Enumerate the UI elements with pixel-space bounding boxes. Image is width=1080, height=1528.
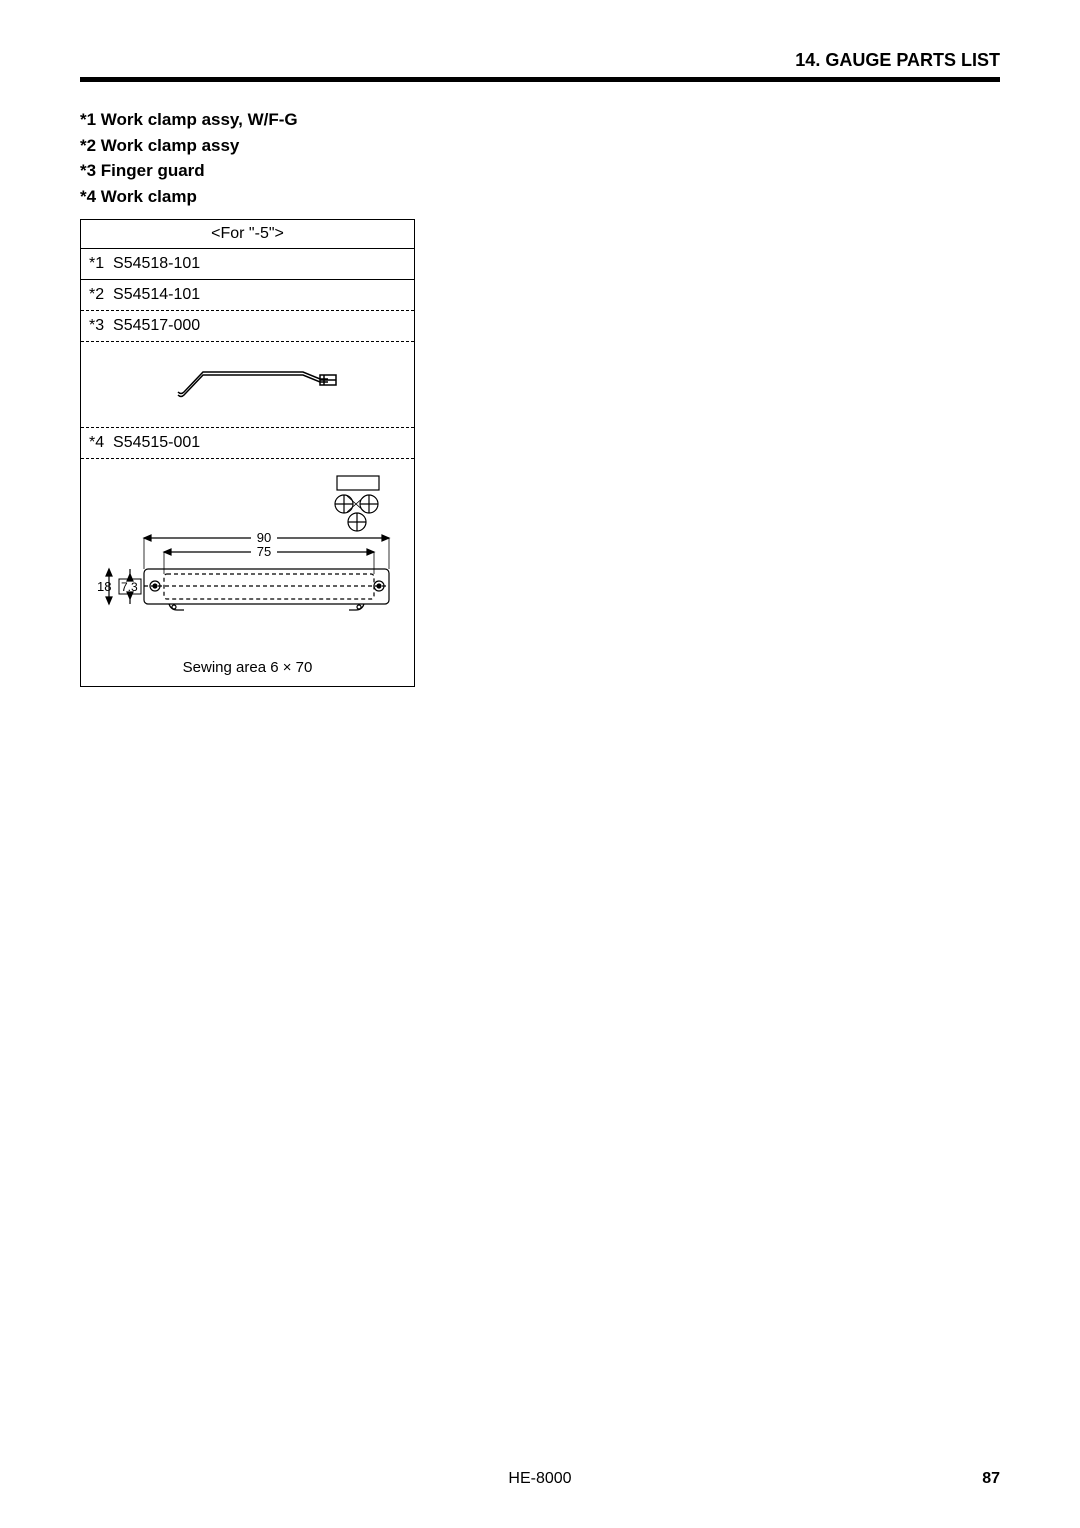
work-clamp-diagram: 90 75 — [81, 459, 414, 686]
dim-90: 90 — [257, 530, 271, 545]
table-header: <For "-5"> — [81, 220, 414, 249]
row-part: S54517-000 — [113, 317, 200, 334]
page-footer: HE-8000 87 — [0, 1470, 1080, 1488]
table-row: *4 S54515-001 — [81, 428, 414, 459]
footer-model: HE-8000 — [508, 1470, 571, 1488]
sewing-area-label: Sewing area 6 × 70 — [89, 659, 406, 676]
row-ref: *1 — [89, 255, 104, 272]
legend-list: *1 Work clamp assy, W/F-G *2 Work clamp … — [80, 107, 1000, 209]
finger-guard-diagram — [81, 342, 414, 428]
finger-guard-svg — [148, 357, 348, 407]
footer-page-number: 87 — [982, 1470, 1000, 1488]
dim-75: 75 — [257, 544, 271, 559]
page-container: 14. GAUGE PARTS LIST *1 Work clamp assy,… — [0, 0, 1080, 1528]
table-row: *1 S54518-101 — [81, 249, 414, 280]
header-divider — [80, 77, 1000, 82]
table-row: *2 S54514-101 — [81, 280, 414, 311]
section-title: 14. GAUGE PARTS LIST — [80, 50, 1000, 71]
row-part: S54518-101 — [113, 255, 200, 272]
row-ref: *3 — [89, 317, 104, 334]
row-ref: *2 — [89, 286, 104, 303]
legend-item: *4 Work clamp — [80, 184, 1000, 210]
legend-item: *1 Work clamp assy, W/F-G — [80, 107, 1000, 133]
legend-item: *3 Finger guard — [80, 158, 1000, 184]
row-part: S54515-001 — [113, 434, 200, 451]
row-part: S54514-101 — [113, 286, 200, 303]
table-row: *3 S54517-000 — [81, 311, 414, 342]
row-ref: *4 — [89, 434, 104, 451]
legend-item: *2 Work clamp assy — [80, 133, 1000, 159]
parts-table: <For "-5"> *1 S54518-101 *2 S54514-101 *… — [80, 219, 415, 687]
work-clamp-svg: 90 75 — [89, 474, 399, 644]
